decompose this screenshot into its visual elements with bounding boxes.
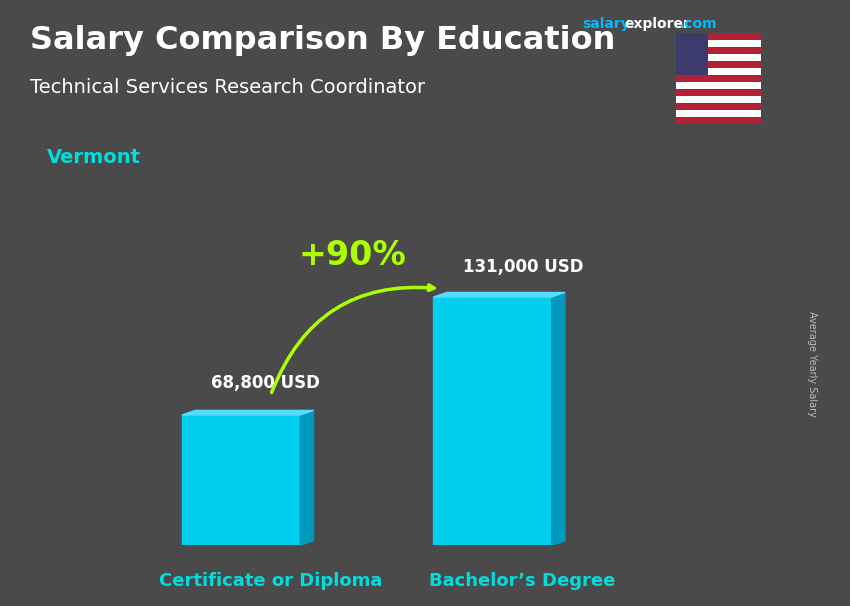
Bar	[676, 117, 761, 124]
Bar	[676, 82, 761, 89]
Text: Bachelor’s Degree: Bachelor’s Degree	[429, 572, 615, 590]
Text: .com: .com	[680, 17, 717, 31]
Polygon shape	[434, 293, 565, 297]
Bar	[676, 110, 761, 117]
Text: Salary Comparison By Education: Salary Comparison By Education	[30, 25, 615, 56]
Polygon shape	[552, 293, 565, 545]
Polygon shape	[300, 410, 314, 545]
Bar	[676, 55, 761, 61]
Text: explorer: explorer	[625, 17, 690, 31]
Bar	[434, 297, 552, 545]
Text: Vermont: Vermont	[47, 148, 141, 167]
Bar	[182, 415, 300, 545]
Bar	[676, 61, 761, 68]
Text: Average Yearly Salary: Average Yearly Salary	[807, 311, 817, 416]
Bar	[676, 33, 708, 75]
Bar	[676, 96, 761, 103]
Text: 131,000 USD: 131,000 USD	[463, 258, 583, 276]
Bar	[676, 75, 761, 82]
Text: 68,800 USD: 68,800 USD	[212, 374, 320, 392]
Bar	[676, 47, 761, 55]
Bar	[676, 103, 761, 110]
Text: Technical Services Research Coordinator: Technical Services Research Coordinator	[30, 78, 425, 97]
Bar	[676, 89, 761, 96]
Text: Certificate or Diploma: Certificate or Diploma	[159, 572, 382, 590]
Bar	[676, 33, 761, 41]
Bar	[676, 68, 761, 75]
Polygon shape	[182, 410, 314, 415]
Bar	[676, 41, 761, 47]
Text: +90%: +90%	[298, 239, 405, 271]
Text: salary: salary	[582, 17, 630, 31]
